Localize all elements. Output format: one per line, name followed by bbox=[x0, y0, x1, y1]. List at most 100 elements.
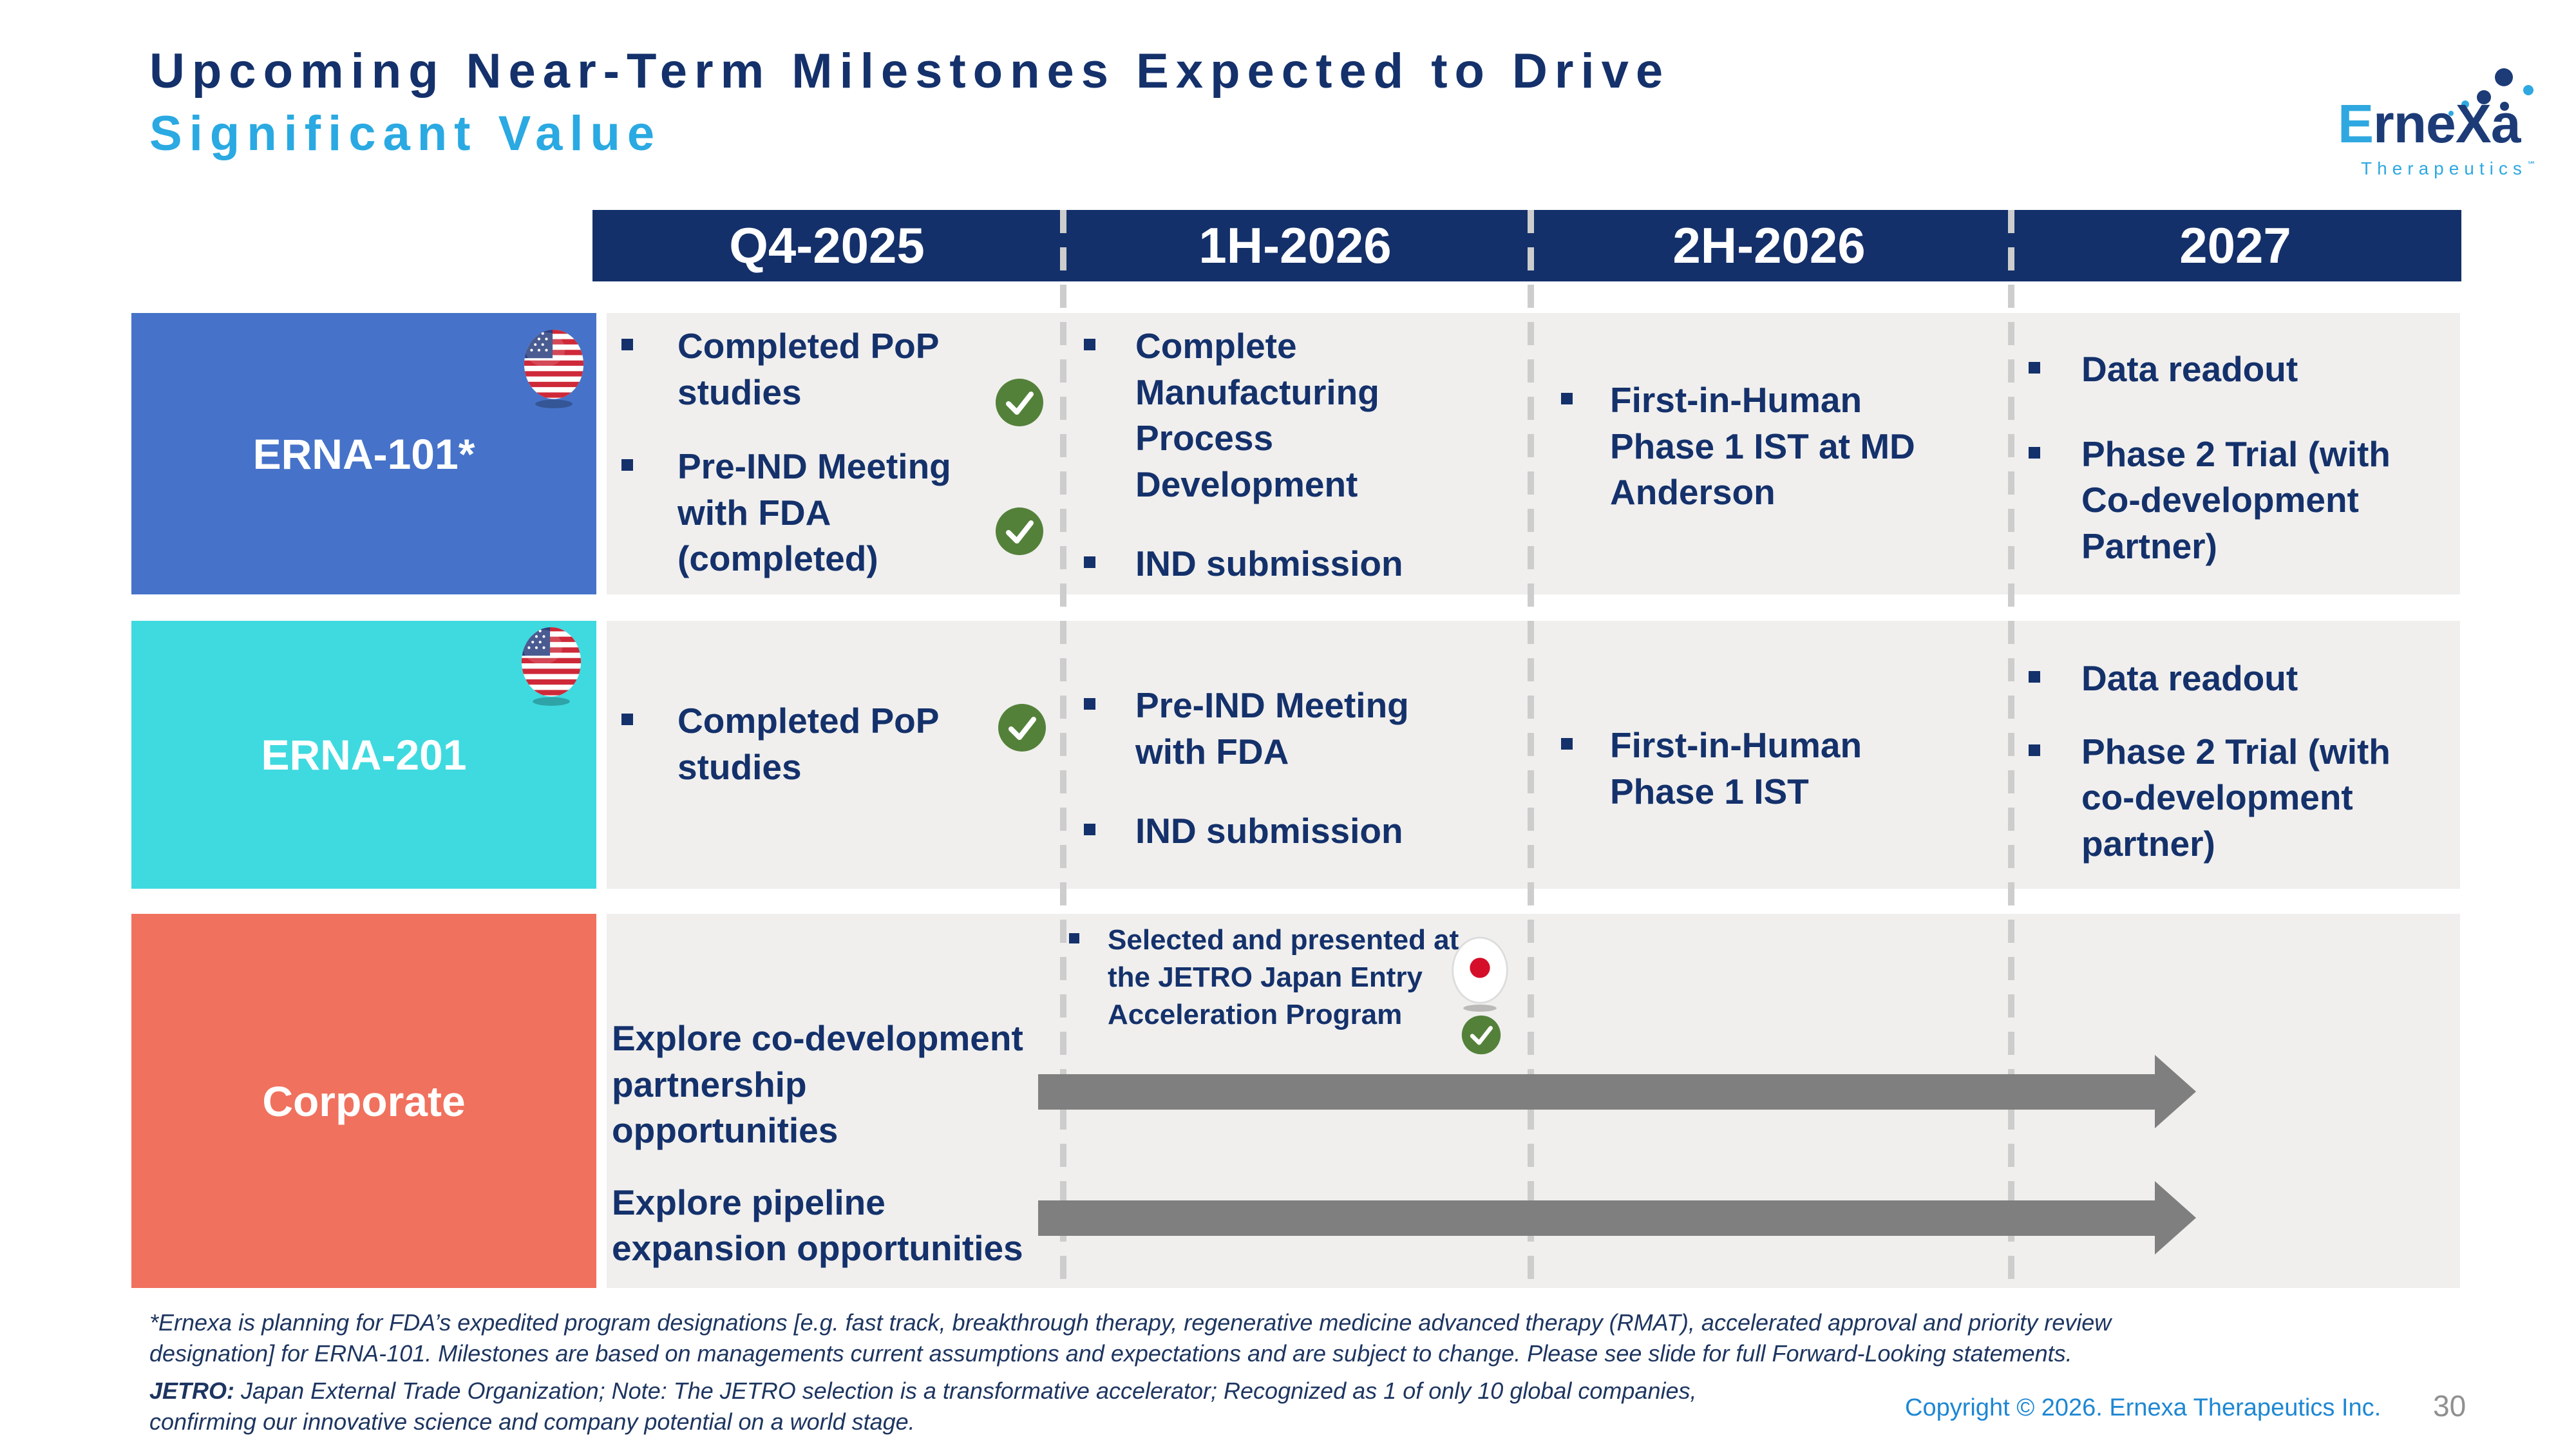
milestone-text: IND submission bbox=[1135, 544, 1403, 583]
milestone-item: First-in-Human Phase 1 IST at MD Anderso… bbox=[1561, 377, 2009, 516]
cell-erna201-q4: Completed PoP studies bbox=[607, 621, 1061, 790]
column-header-2h-2026: 2H-2026 bbox=[1672, 217, 1866, 274]
bullet-icon bbox=[621, 459, 633, 471]
us-flag-icon bbox=[523, 328, 585, 409]
logo-letter: E bbox=[2338, 93, 2374, 154]
bullet-icon bbox=[1084, 339, 1095, 350]
milestone-text: Selected and presented at the JETRO Japa… bbox=[1108, 924, 1459, 1031]
milestone-item: Pre-IND Meeting with FDA bbox=[1084, 683, 1529, 775]
logo-tagline: Therapeutics℠ bbox=[2361, 158, 2541, 179]
milestone-text: Pre-IND Meeting with FDA (completed) bbox=[677, 446, 951, 578]
bullet-icon bbox=[1084, 824, 1095, 835]
bullet-icon bbox=[621, 339, 633, 350]
bullet-icon bbox=[1084, 698, 1095, 710]
logo-dot bbox=[2495, 68, 2513, 86]
milestone-item: Phase 2 Trial (with Co-development Partn… bbox=[2029, 431, 2460, 570]
cell-erna201-2h2026: First-in-Human Phase 1 IST bbox=[1529, 621, 2009, 815]
column-header-q4-2025: Q4-2025 bbox=[729, 217, 925, 274]
milestone-item: First-in-Human Phase 1 IST bbox=[1561, 723, 2009, 815]
column-divider bbox=[2008, 210, 2014, 1291]
milestone-item: IND submission bbox=[1084, 808, 1529, 855]
logo-dot bbox=[2477, 90, 2491, 104]
column-divider bbox=[1060, 210, 1066, 1291]
timeline-arrow-head bbox=[2155, 1181, 2196, 1255]
company-logo: ErneXa Therapeutics℠ bbox=[2338, 62, 2576, 210]
timeline-arrow-head bbox=[2155, 1055, 2196, 1128]
column-header-1h-2026: 1H-2026 bbox=[1198, 217, 1392, 274]
footnote-jetro: JETRO: Japan External Trade Organization… bbox=[149, 1376, 1901, 1437]
cell-corporate-q4: Explore co-development partnership oppor… bbox=[607, 914, 1061, 1272]
us-flag-icon bbox=[520, 626, 582, 706]
corporate-goal-text: Explore co-development partnership oppor… bbox=[612, 1018, 1023, 1150]
cell-erna201-2027: Data readout Phase 2 Trial (with co-deve… bbox=[2009, 621, 2460, 867]
bullet-icon bbox=[2029, 362, 2040, 374]
bullet-icon bbox=[1084, 556, 1095, 568]
cell-corporate-1h2026: Selected and presented at the JETRO Japa… bbox=[1061, 914, 1529, 1034]
footnote-fda: *Ernexa is planning for FDA’s expedited … bbox=[149, 1309, 2112, 1367]
milestone-item: Data readout bbox=[2029, 346, 2460, 393]
cell-erna201-1h2026: Pre-IND Meeting with FDA IND submission bbox=[1061, 621, 1529, 855]
bullet-icon bbox=[1561, 738, 1573, 750]
milestone-text: First-in-Human Phase 1 IST bbox=[1610, 725, 1862, 811]
logo-dot bbox=[2500, 102, 2509, 111]
copyright-text: Copyright © 2026. Ernexa Therapeutics In… bbox=[1905, 1394, 2382, 1421]
footnote-jetro-text: Japan External Trade Organization; Note:… bbox=[149, 1378, 1697, 1435]
milestone-item: IND submission bbox=[1084, 541, 1529, 587]
logo-letter: a bbox=[2490, 93, 2521, 154]
logo-dot bbox=[2523, 85, 2533, 95]
milestone-text: Data readout bbox=[2081, 658, 2298, 698]
milestone-item: Phase 2 Trial (with co-development partn… bbox=[2029, 729, 2460, 867]
milestone-item: Selected and presented at the JETRO Japa… bbox=[1069, 922, 1529, 1034]
bullet-icon bbox=[1069, 933, 1079, 943]
service-mark: ℠ bbox=[2526, 159, 2542, 170]
cell-erna101-2027: Data readout Phase 2 Trial (with Co-deve… bbox=[2009, 313, 2460, 569]
check-icon bbox=[995, 507, 1044, 556]
milestone-text: Complete Manufacturing Process Developme… bbox=[1135, 326, 1379, 504]
logo-dot bbox=[2461, 100, 2469, 108]
title-line-1: Upcoming Near-Term Milestones Expected t… bbox=[149, 44, 1671, 99]
cell-erna101-2h2026: First-in-Human Phase 1 IST at MD Anderso… bbox=[1529, 313, 2009, 516]
milestone-text: IND submission bbox=[1135, 811, 1403, 851]
milestone-text: Pre-IND Meeting with FDA bbox=[1135, 685, 1409, 772]
milestone-text: Phase 2 Trial (with Co-development Partn… bbox=[2081, 433, 2391, 566]
bullet-icon bbox=[2029, 671, 2040, 683]
check-icon bbox=[998, 703, 1046, 752]
milestone-text: First-in-Human Phase 1 IST at MD Anderso… bbox=[1610, 380, 1915, 512]
timeline-arrow-pipeline bbox=[1038, 1200, 2155, 1236]
corporate-goal-text: Explore pipeline expansion opportunities bbox=[612, 1182, 1023, 1269]
row-label-erna201: ERNA-201 bbox=[131, 621, 596, 889]
timeline-arrow-partnership bbox=[1038, 1074, 2155, 1110]
bullet-icon bbox=[2029, 446, 2040, 459]
milestone-text: Phase 2 Trial (with co-development partn… bbox=[2081, 731, 2391, 864]
japan-flag-icon bbox=[1450, 936, 1510, 1013]
logo-dot bbox=[2448, 111, 2454, 116]
column-divider bbox=[1528, 210, 1534, 1291]
check-icon bbox=[1461, 1015, 1501, 1055]
milestone-item: Completed PoP studies bbox=[621, 698, 1061, 790]
timeline-header: Q4-2025 1H-2026 2H-2026 2027 bbox=[592, 210, 2461, 281]
row-label-erna101: ERNA-101* bbox=[131, 313, 596, 594]
milestone-item: Data readout bbox=[2029, 656, 2460, 702]
logo-letter: rne bbox=[2373, 93, 2456, 154]
page-title: Upcoming Near-Term Milestones Expected t… bbox=[149, 40, 1670, 166]
logo-wordmark: ErneXa bbox=[2338, 93, 2521, 155]
milestone-item: Pre-IND Meeting with FDA (completed) bbox=[621, 444, 1061, 582]
footnote-jetro-prefix: JETRO: bbox=[149, 1378, 235, 1404]
milestone-text: Data readout bbox=[2081, 349, 2298, 389]
milestone-item: Complete Manufacturing Process Developme… bbox=[1084, 323, 1529, 507]
milestone-item: Completed PoP studies bbox=[621, 323, 1061, 415]
bullet-icon bbox=[1561, 393, 1573, 404]
bullet-icon bbox=[621, 714, 633, 725]
bullet-icon bbox=[2029, 744, 2040, 756]
column-header-2027: 2027 bbox=[2179, 217, 2291, 274]
cell-erna101-q4: Completed PoP studies Pre-IND Meeting wi… bbox=[607, 313, 1061, 582]
title-line-2: Significant Value bbox=[149, 106, 662, 162]
row-label-corporate: Corporate bbox=[131, 914, 596, 1288]
check-icon bbox=[995, 378, 1044, 427]
cell-erna101-1h2026: Complete Manufacturing Process Developme… bbox=[1061, 313, 1529, 587]
logo-tagline-text: Therapeutics bbox=[2361, 158, 2527, 178]
milestone-text: Completed PoP studies bbox=[677, 701, 940, 787]
page-number: 30 bbox=[2433, 1389, 2467, 1423]
logo-letter: X bbox=[2455, 93, 2492, 154]
